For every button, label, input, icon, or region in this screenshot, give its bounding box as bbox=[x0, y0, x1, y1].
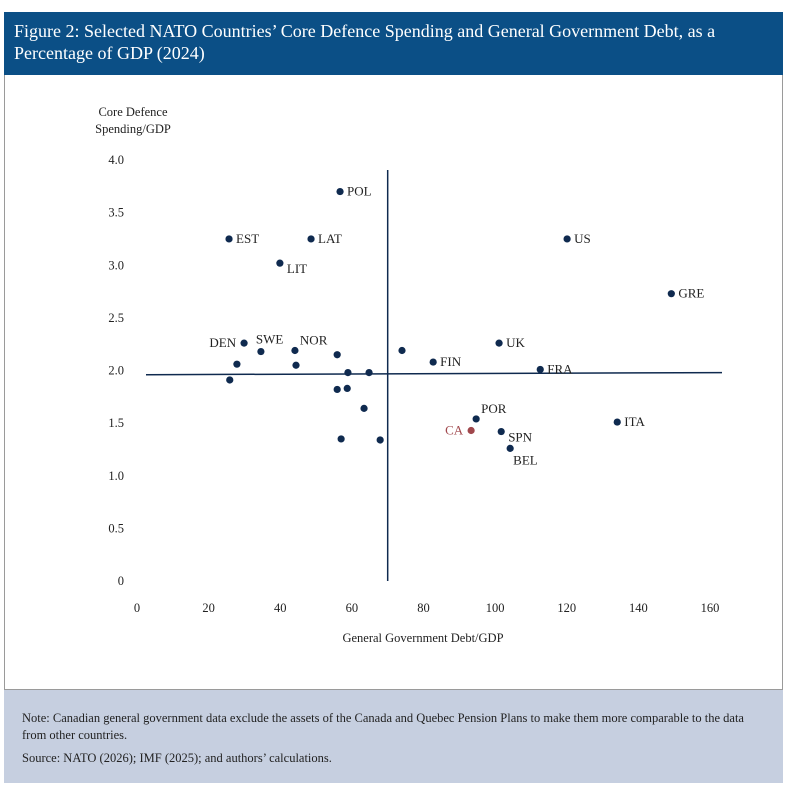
data-point bbox=[292, 361, 300, 369]
point-label: FRA bbox=[547, 361, 573, 376]
point-label: GRE bbox=[678, 286, 704, 301]
data-point-ca bbox=[467, 426, 475, 435]
data-point bbox=[333, 351, 341, 359]
data-point-lat bbox=[307, 235, 315, 243]
point-label: BEL bbox=[513, 452, 538, 467]
x-tick-label: 0 bbox=[134, 601, 140, 615]
data-point bbox=[233, 360, 241, 368]
data-point-ita bbox=[613, 418, 621, 426]
point-label: SWE bbox=[256, 332, 284, 347]
data-point-us bbox=[563, 235, 571, 243]
y-tick-label: 0.5 bbox=[108, 521, 124, 535]
x-tick-label: 140 bbox=[629, 601, 648, 615]
source-text: Source: NATO (2026); IMF (2025); and aut… bbox=[22, 751, 332, 765]
data-point-fin bbox=[429, 358, 437, 366]
y-tick-label: 1.5 bbox=[108, 416, 124, 430]
data-point-fra bbox=[536, 365, 544, 374]
point-label: POR bbox=[481, 401, 507, 416]
data-point bbox=[344, 369, 352, 377]
point-label: LIT bbox=[287, 261, 307, 276]
data-point bbox=[365, 369, 373, 377]
point-label: CA bbox=[445, 422, 464, 437]
y-tick-label: 3.5 bbox=[108, 206, 124, 220]
y-tick-label: 1.0 bbox=[108, 469, 124, 483]
x-tick-label: 80 bbox=[417, 601, 430, 615]
data-point-nor bbox=[291, 346, 299, 355]
data-point bbox=[376, 436, 384, 444]
data-point-gre bbox=[667, 290, 675, 298]
data-point bbox=[333, 385, 341, 394]
data-point-spn bbox=[497, 427, 505, 436]
x-tick-label: 160 bbox=[701, 601, 720, 615]
point-label: EST bbox=[236, 231, 259, 246]
data-point bbox=[398, 346, 406, 355]
note-box: Note: Canadian general government data e… bbox=[4, 690, 783, 783]
x-tick-label: 120 bbox=[557, 601, 576, 615]
point-label: LAT bbox=[318, 231, 342, 246]
y-tick-label: 3.0 bbox=[108, 258, 124, 272]
point-label: POL bbox=[347, 184, 372, 199]
y-tick-label: 0 bbox=[118, 574, 124, 588]
x-tick-label: 60 bbox=[346, 601, 359, 615]
data-point-bel bbox=[506, 444, 514, 452]
point-label: FIN bbox=[440, 354, 462, 369]
point-label: US bbox=[574, 231, 591, 246]
point-label: SPN bbox=[508, 430, 532, 445]
data-point bbox=[360, 404, 368, 412]
y-tick-label: 2.5 bbox=[108, 311, 124, 325]
data-point-den bbox=[240, 339, 248, 347]
data-point-pol bbox=[336, 187, 344, 196]
x-tick-label: 100 bbox=[486, 601, 505, 615]
data-point-swe bbox=[257, 347, 265, 356]
y-tick-label: 4.0 bbox=[108, 153, 124, 167]
point-label: UK bbox=[506, 335, 525, 350]
x-axis-label: General Government Debt/GDP bbox=[342, 631, 503, 645]
x-tick-label: 40 bbox=[274, 601, 287, 615]
data-point-lit bbox=[276, 259, 284, 267]
horizontal-reference-line bbox=[145, 371, 723, 376]
point-label: ITA bbox=[624, 414, 645, 429]
x-tick-label: 20 bbox=[202, 601, 215, 615]
chart-panel bbox=[4, 75, 783, 690]
figure-title: Figure 2: Selected NATO Countries’ Core … bbox=[4, 12, 783, 75]
y-axis-label-line2: Spending/GDP bbox=[95, 122, 171, 136]
y-tick-label: 2.0 bbox=[108, 364, 124, 378]
point-label: DEN bbox=[209, 335, 236, 350]
data-point bbox=[337, 435, 345, 443]
data-point bbox=[226, 376, 234, 384]
data-point-est bbox=[225, 235, 233, 243]
y-axis-label-line1: Core Defence bbox=[98, 105, 168, 119]
data-point-por bbox=[472, 415, 480, 423]
data-point bbox=[343, 384, 351, 392]
note-text: Note: Canadian general government data e… bbox=[22, 711, 744, 742]
point-label: NOR bbox=[300, 333, 328, 348]
data-point-uk bbox=[495, 339, 503, 347]
